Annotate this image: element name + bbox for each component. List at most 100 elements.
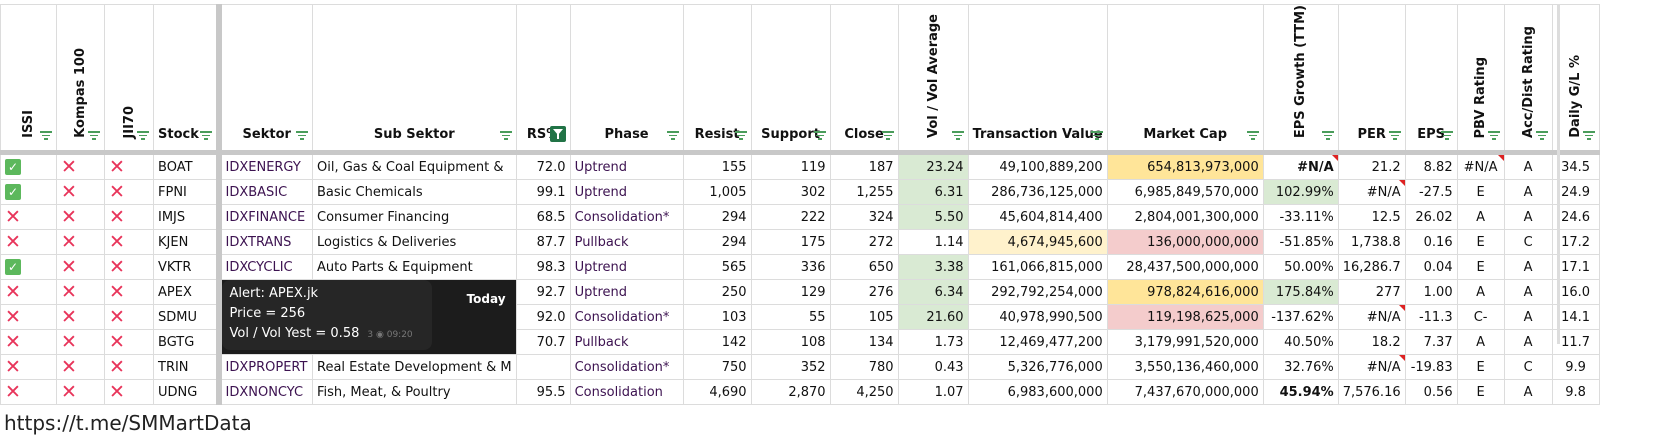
filter-icon[interactable]	[1487, 131, 1500, 140]
cell-sektor[interactable]: IDXTRANS	[215, 229, 313, 256]
cell-ad[interactable]: C	[1503, 354, 1553, 381]
cell-epsg[interactable]: #N/A	[1262, 152, 1339, 181]
cell-eps[interactable]: 8.82	[1404, 152, 1458, 181]
column-header-pbv[interactable]: PBV Rating	[1456, 3, 1505, 156]
column-header-vol[interactable]: Vol / Vol Average	[897, 3, 969, 156]
cell-kompas[interactable]: ✕	[56, 304, 105, 331]
cell-kompas[interactable]: ✕	[56, 152, 105, 181]
cell-ad[interactable]: A	[1503, 329, 1553, 356]
column-header-jii[interactable]: JII70	[104, 3, 154, 156]
cell-close[interactable]: 324	[829, 204, 899, 231]
cell-per[interactable]: #N/A	[1337, 354, 1406, 381]
filter-active-icon[interactable]	[549, 126, 566, 143]
cell-eps[interactable]: 0.04	[1404, 254, 1458, 281]
cell-sektor[interactable]: IDXBASIC	[215, 179, 313, 206]
cell-phase[interactable]: Pullback	[569, 329, 684, 356]
column-header-mc[interactable]: Market Cap	[1106, 3, 1264, 156]
cell-sektor[interactable]: IDXENERGY	[215, 152, 313, 181]
cell-vol[interactable]: 23.24	[897, 152, 969, 181]
cell-mc[interactable]: 654,813,973,000	[1106, 152, 1264, 181]
cell-issi[interactable]: ✕	[0, 379, 57, 406]
cell-stock[interactable]: UDNG	[153, 379, 219, 406]
cell-issi[interactable]: ✕	[0, 354, 57, 381]
filter-icon[interactable]	[734, 131, 747, 140]
column-header-ad[interactable]: Acc/Dist Rating	[1503, 3, 1553, 156]
cell-mc[interactable]: 28,437,500,000,000	[1106, 254, 1264, 281]
cell-issi[interactable]: ✕	[0, 304, 57, 331]
cell-resist[interactable]: 750	[682, 354, 752, 381]
filter-icon[interactable]	[296, 131, 308, 140]
cell-close[interactable]: 4,250	[829, 379, 899, 406]
cell-kompas[interactable]: ✕	[56, 254, 105, 281]
cell-sektor[interactable]: IDXPROPERT	[215, 354, 313, 381]
column-header-support[interactable]: Support	[750, 3, 831, 156]
cell-mc[interactable]: 6,985,849,570,000	[1106, 179, 1264, 206]
cell-per[interactable]: 7,576.16	[1337, 379, 1406, 406]
cell-pbv[interactable]: #N/A	[1456, 152, 1505, 181]
cell-stock[interactable]: TRIN	[153, 354, 219, 381]
cell-jii[interactable]: ✕	[104, 304, 154, 331]
cell-rs[interactable]: 87.7	[515, 229, 571, 256]
cell-kompas[interactable]: ✕	[56, 179, 105, 206]
cell-phase[interactable]: Consolidation*	[569, 204, 684, 231]
cell-epsg[interactable]: 175.84%	[1262, 279, 1339, 306]
column-header-epsg[interactable]: EPS Growth (TTM)	[1262, 3, 1339, 156]
cell-pbv[interactable]: A	[1456, 204, 1505, 231]
cell-resist[interactable]: 1,005	[682, 179, 752, 206]
cell-eps[interactable]: 0.16	[1404, 229, 1458, 256]
cell-sub[interactable]: Consumer Financing	[312, 204, 517, 231]
cell-tv[interactable]: 40,978,990,500	[967, 304, 1108, 331]
filter-icon[interactable]	[1535, 131, 1548, 140]
cell-mc[interactable]: 3,179,991,520,000	[1106, 329, 1264, 356]
cell-jii[interactable]: ✕	[104, 254, 154, 281]
cell-support[interactable]: 119	[750, 152, 831, 181]
cell-support[interactable]: 175	[750, 229, 831, 256]
cell-ad[interactable]: A	[1503, 304, 1553, 331]
cell-eps[interactable]: 0.56	[1404, 379, 1458, 406]
cell-kompas[interactable]: ✕	[56, 229, 105, 256]
cell-ad[interactable]: A	[1503, 279, 1553, 306]
cell-jii[interactable]: ✕	[104, 152, 154, 181]
cell-mc[interactable]: 978,824,616,000	[1106, 279, 1264, 306]
cell-sektor[interactable]: IDXCYCLIC	[215, 254, 313, 281]
cell-per[interactable]: 12.5	[1337, 204, 1406, 231]
cell-stock[interactable]: BOAT	[153, 152, 219, 181]
cell-pbv[interactable]: A	[1456, 329, 1505, 356]
cell-sektor[interactable]: IDXFINANCE	[215, 204, 313, 231]
cell-mc[interactable]: 119,198,625,000	[1106, 304, 1264, 331]
cell-support[interactable]: 352	[750, 354, 831, 381]
cell-sub[interactable]: Logistics & Deliveries	[312, 229, 517, 256]
filter-icon[interactable]	[813, 131, 826, 140]
filter-icon[interactable]	[666, 131, 679, 140]
cell-mc[interactable]: 136,000,000,000	[1106, 229, 1264, 256]
cell-stock[interactable]: VKTR	[153, 254, 219, 281]
filter-icon[interactable]	[1582, 131, 1595, 140]
cell-rs[interactable]: 70.7	[515, 329, 571, 356]
cell-eps[interactable]: -27.5	[1404, 179, 1458, 206]
cell-ad[interactable]: A	[1503, 179, 1553, 206]
cell-phase[interactable]: Consolidation*	[569, 304, 684, 331]
cell-vol[interactable]: 0.43	[897, 354, 969, 381]
cell-pbv[interactable]: A	[1456, 279, 1505, 306]
cell-mc[interactable]: 2,804,001,300,000	[1106, 204, 1264, 231]
cell-close[interactable]: 1,255	[829, 179, 899, 206]
filter-icon[interactable]	[1321, 131, 1334, 140]
filter-icon[interactable]	[1440, 131, 1453, 140]
cell-vol[interactable]: 6.31	[897, 179, 969, 206]
column-header-per[interactable]: PER	[1337, 3, 1406, 156]
cell-stock[interactable]: SDMU	[153, 304, 219, 331]
filter-icon[interactable]	[137, 131, 149, 140]
cell-stock[interactable]: APEX	[153, 279, 219, 306]
cell-per[interactable]: 277	[1337, 279, 1406, 306]
cell-tv[interactable]: 49,100,889,200	[967, 152, 1108, 181]
cell-close[interactable]: 272	[829, 229, 899, 256]
cell-jii[interactable]: ✕	[104, 229, 154, 256]
cell-sub[interactable]: Auto Parts & Equipment	[312, 254, 517, 281]
cell-close[interactable]: 134	[829, 329, 899, 356]
cell-sub[interactable]: Real Estate Development & M	[312, 354, 517, 381]
cell-resist[interactable]: 142	[682, 329, 752, 356]
cell-support[interactable]: 108	[750, 329, 831, 356]
cell-kompas[interactable]: ✕	[56, 279, 105, 306]
cell-support[interactable]: 336	[750, 254, 831, 281]
cell-issi[interactable]: ✓	[0, 152, 57, 181]
